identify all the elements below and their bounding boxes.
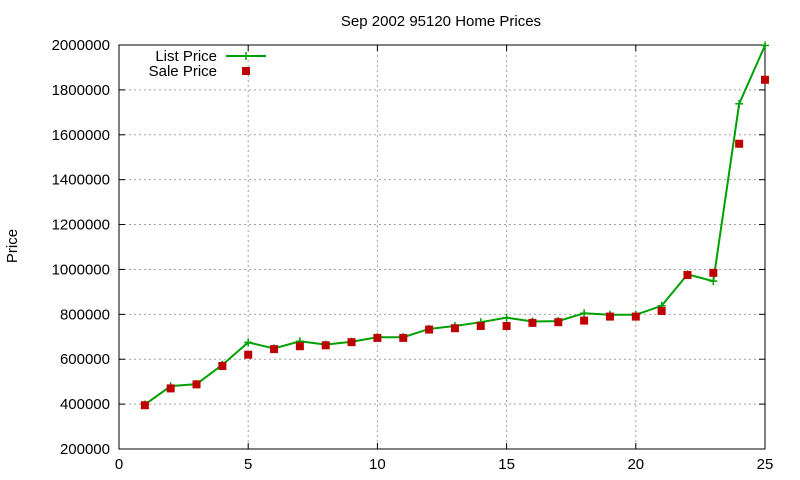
legend-label-sale-price: Sale Price: [149, 63, 217, 80]
sale-price-point: [450, 324, 459, 333]
list-price-point: [502, 313, 511, 322]
sale-price-point: [373, 333, 382, 342]
sale-price-point: [554, 318, 563, 327]
sale-price-point: [709, 268, 718, 277]
sale-price-point: [295, 342, 304, 351]
y-tick-label: 200000: [60, 441, 110, 458]
sale-price-point: [476, 322, 485, 331]
x-tick-label: 10: [369, 456, 386, 473]
plot-frame: [118, 44, 766, 450]
y-tick-label: 1000000: [52, 261, 110, 278]
legend-label-list-price: List Price: [155, 48, 217, 65]
x-tick-label: 20: [627, 456, 644, 473]
y-tick-label: 1200000: [52, 217, 110, 234]
y-tick-label: 1600000: [52, 127, 110, 144]
list-price-point: [244, 338, 253, 347]
sale-price-point: [192, 380, 201, 389]
sale-price-point: [347, 338, 356, 347]
sale-price-point: [502, 322, 511, 331]
sale-price-point: [399, 333, 408, 342]
sale-price-point: [605, 312, 614, 321]
list-price-point: [709, 277, 718, 286]
y-tick-label: 600000: [60, 351, 110, 368]
sale-price-point: [425, 325, 434, 334]
legend: List Price Sale Price: [149, 48, 266, 80]
x-tick-label: 15: [498, 456, 515, 473]
sale-price-point: [140, 401, 149, 410]
sale-price-point: [761, 75, 769, 84]
grid: [119, 45, 765, 449]
list-price-point: [580, 309, 589, 318]
sale-price-point: [735, 139, 744, 148]
series: [140, 41, 769, 410]
y-tick-label: 800000: [60, 306, 110, 323]
y-tick-label: 1800000: [52, 82, 110, 99]
sale-price-point: [580, 316, 589, 325]
list-price-point: [761, 41, 769, 50]
sale-price-point: [218, 361, 227, 370]
y-axis-label: Price: [4, 229, 21, 263]
sale-price-point: [683, 271, 692, 280]
x-tick-label: 25: [757, 456, 774, 473]
sale-price-point: [270, 345, 279, 354]
x-tick-label: 0: [115, 456, 123, 473]
sale-price-point: [166, 384, 175, 393]
sale-price-point: [528, 318, 537, 327]
axis-ticks: 0 5 10 15 20 25 200000 400000 600000 800000 100000…: [52, 37, 774, 473]
chart-title: Sep 2002 95120 Home Prices: [341, 13, 541, 30]
sale-price-point: [631, 312, 640, 321]
sale-price-point: [657, 306, 666, 315]
y-tick-label: 2000000: [52, 37, 110, 54]
y-tick-label: 400000: [60, 396, 110, 413]
x-tick-label: 5: [244, 456, 252, 473]
y-tick-label: 1400000: [52, 172, 110, 189]
list-price-point: [735, 99, 744, 108]
legend-swatch-sale-price: [242, 67, 250, 75]
sale-price-point: [321, 341, 330, 350]
sale-price-point: [244, 350, 253, 359]
